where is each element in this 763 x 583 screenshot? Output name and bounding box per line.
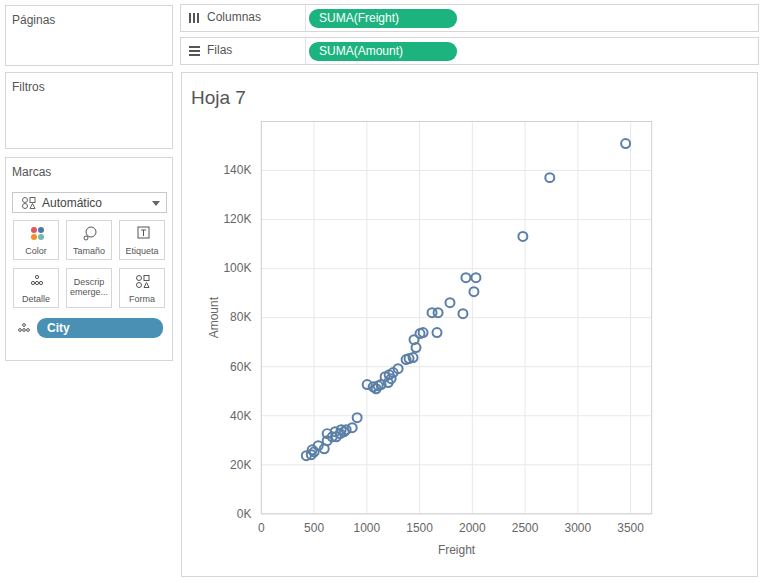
svg-text:120K: 120K — [223, 212, 251, 226]
html-text:Filas: Filas — [207, 43, 233, 57]
html-text:Marcas: Marcas — [12, 165, 52, 179]
svg-text:Amount: Amount — [207, 296, 221, 338]
svg-text:20K: 20K — [230, 458, 251, 472]
svg-text:500: 500 — [304, 521, 324, 535]
html-text:Etiqueta: Etiqueta — [125, 246, 159, 256]
svg-text:40K: 40K — [230, 409, 251, 423]
svg-text:140K: 140K — [223, 163, 251, 177]
html-text:Hoja 7: Hoja 7 — [191, 87, 246, 108]
html-text:Columnas: Columnas — [207, 10, 261, 24]
svg-text:100K: 100K — [223, 261, 251, 275]
svg-text:3500: 3500 — [617, 521, 644, 535]
html-text:Automático: Automático — [42, 196, 102, 210]
svg-text:Freight: Freight — [438, 543, 476, 557]
html-text:Tamaño: Tamaño — [73, 246, 105, 256]
svg-text:1500: 1500 — [406, 521, 433, 535]
svg-text:0K: 0K — [237, 507, 252, 521]
html-text:SUMA(Freight): SUMA(Freight) — [319, 11, 399, 25]
html-text:Color: Color — [25, 246, 47, 256]
svg-text:80K: 80K — [230, 310, 251, 324]
svg-text:60K: 60K — [230, 360, 251, 374]
html-text:Páginas: Páginas — [12, 13, 56, 27]
html-text:City: City — [47, 321, 70, 335]
html-text:SUMA(Amount): SUMA(Amount) — [319, 44, 403, 58]
html-text:Forma: Forma — [129, 294, 155, 304]
svg-text:1000: 1000 — [354, 521, 381, 535]
html-text:Filtros: Filtros — [12, 80, 45, 94]
html-text:Descrip emerge...: Descrip emerge... — [70, 277, 108, 297]
svg-text:3000: 3000 — [565, 521, 592, 535]
svg-text:0: 0 — [258, 521, 265, 535]
svg-text:2000: 2000 — [459, 521, 486, 535]
svg-text:2500: 2500 — [512, 521, 539, 535]
html-text:Detalle: Detalle — [22, 294, 50, 304]
